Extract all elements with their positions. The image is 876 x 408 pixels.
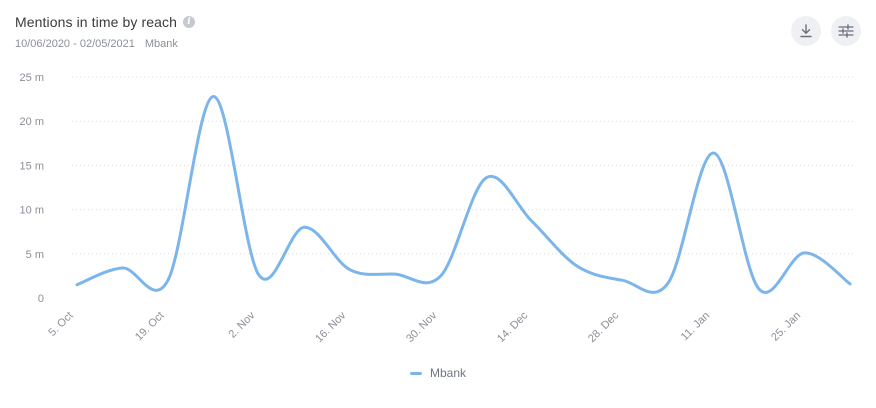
x-tick-label: 14. Dec <box>495 309 531 345</box>
data-point[interactable] <box>619 276 627 284</box>
download-button[interactable] <box>791 16 821 46</box>
y-tick-label: 20 m <box>20 116 44 128</box>
data-point[interactable] <box>118 264 126 272</box>
data-point[interactable] <box>482 174 490 182</box>
data-point[interactable] <box>391 270 399 278</box>
download-icon <box>800 24 812 38</box>
chart-legend[interactable]: Mbank <box>0 366 876 380</box>
x-tick-label: 5. Oct <box>46 310 75 339</box>
y-tick-label: 0 <box>38 293 44 305</box>
date-range: 10/06/2020 - 02/05/2021 <box>15 38 135 50</box>
data-point[interactable] <box>710 149 718 157</box>
x-axis-labels: 5. Oct 19. Oct 2. Nov 16. Nov 30. Nov 14. Dec… <box>46 309 803 345</box>
x-tick-label: 16. Nov <box>313 309 349 345</box>
data-point[interactable] <box>255 271 263 279</box>
series-line-mbank[interactable] <box>75 94 852 294</box>
data-point[interactable] <box>437 272 445 280</box>
sliders-icon <box>838 24 854 38</box>
chart-title: Mentions in time by reach <box>15 14 178 30</box>
x-tick-label: 2. Nov <box>227 309 258 340</box>
x-tick-label: 19. Oct <box>133 310 167 344</box>
x-tick-label: 25. Jan <box>769 310 803 344</box>
y-tick-label: 5 m <box>26 249 44 261</box>
data-point[interactable] <box>300 223 308 231</box>
profile-name: Mbank <box>144 38 178 50</box>
grid-lines <box>72 76 856 255</box>
data-point[interactable] <box>846 280 854 288</box>
x-tick-label: 11. Jan <box>679 310 712 343</box>
y-tick-label: 10 m <box>20 205 44 217</box>
y-axis-labels: 0 5 m 10 m 15 m 20 m 25 m <box>20 72 44 305</box>
data-point[interactable] <box>528 217 536 225</box>
y-tick-label: 25 m <box>20 72 44 84</box>
data-point[interactable] <box>755 285 763 293</box>
chart-settings-button[interactable] <box>831 16 861 46</box>
chart-title-row: Mentions in time by reach i <box>15 14 196 30</box>
y-tick-label: 15 m <box>20 160 44 172</box>
x-tick-label: 28. Dec <box>586 309 622 345</box>
legend-label-mbank: Mbank <box>429 366 467 380</box>
series-layer <box>73 92 854 294</box>
data-point[interactable] <box>164 276 172 284</box>
data-point[interactable] <box>346 266 354 274</box>
x-tick-label: 30. Nov <box>404 309 440 345</box>
data-point[interactable] <box>664 279 672 287</box>
data-point[interactable] <box>573 262 581 270</box>
chart-subtitle: 10/06/2020 - 02/05/2021 Mbank <box>15 38 178 50</box>
legend-swatch <box>409 371 422 375</box>
data-point[interactable] <box>73 281 81 289</box>
info-icon[interactable]: i <box>183 16 196 28</box>
data-point[interactable] <box>209 92 217 100</box>
data-point[interactable] <box>801 249 809 257</box>
